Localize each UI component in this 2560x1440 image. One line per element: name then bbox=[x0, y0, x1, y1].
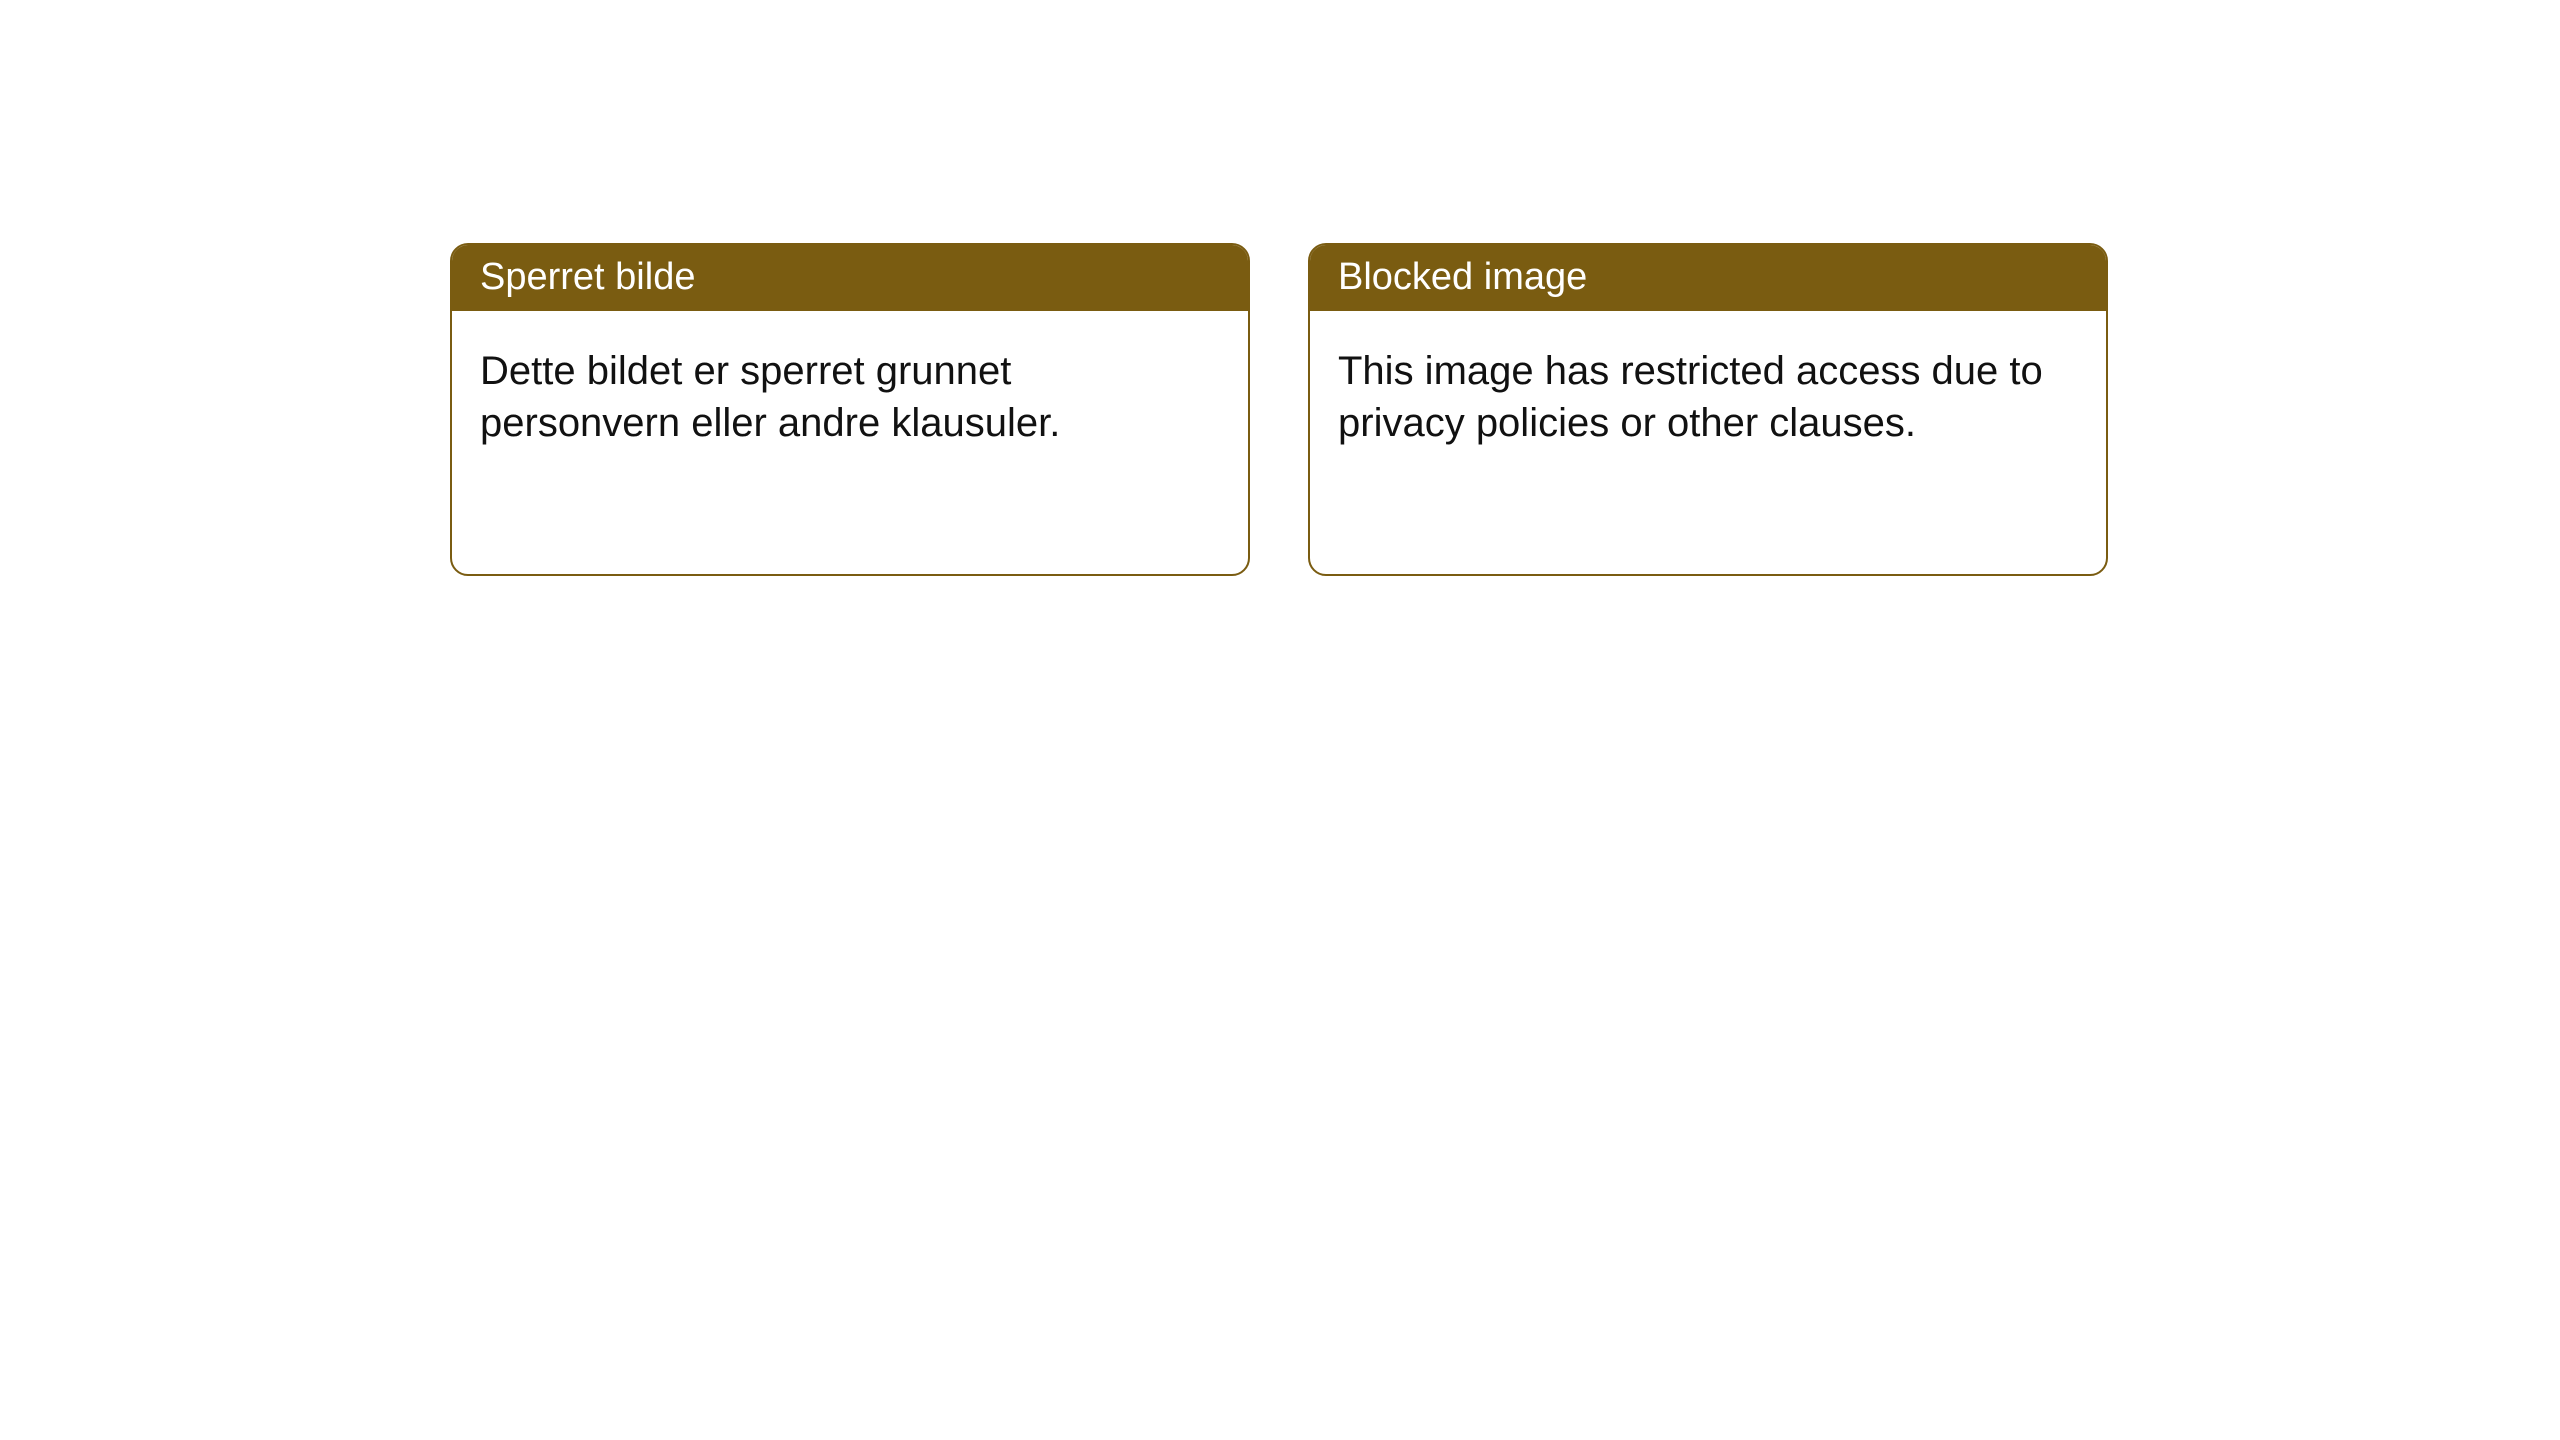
notice-card-en: Blocked image This image has restricted … bbox=[1308, 243, 2108, 576]
notice-card-en-body: This image has restricted access due to … bbox=[1310, 311, 2106, 483]
notice-card-no: Sperret bilde Dette bildet er sperret gr… bbox=[450, 243, 1250, 576]
notice-container: Sperret bilde Dette bildet er sperret gr… bbox=[450, 243, 2108, 576]
notice-card-no-body: Dette bildet er sperret grunnet personve… bbox=[452, 311, 1248, 483]
notice-card-en-title: Blocked image bbox=[1310, 245, 2106, 311]
notice-card-no-title: Sperret bilde bbox=[452, 245, 1248, 311]
